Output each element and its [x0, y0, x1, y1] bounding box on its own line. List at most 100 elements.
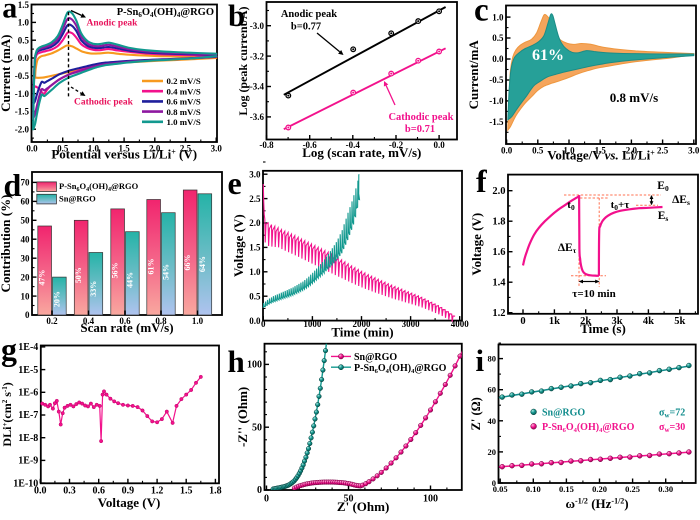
svg-text:0.0: 0.0	[18, 53, 30, 63]
svg-text:Contribution (%): Contribution (%)	[0, 195, 13, 293]
svg-text:10: 10	[21, 291, 31, 301]
svg-text:0.5: 0.5	[492, 33, 504, 43]
svg-text:ΔEs: ΔEs	[672, 194, 690, 207]
svg-text:0.5: 0.5	[57, 144, 69, 154]
svg-text:-3.2: -3.2	[250, 51, 265, 61]
svg-text:0.6: 0.6	[119, 316, 131, 326]
svg-text:0.2: 0.2	[46, 316, 58, 326]
svg-text:50: 50	[21, 216, 31, 226]
svg-text:E0: E0	[657, 180, 669, 193]
svg-text:1.5: 1.5	[180, 485, 193, 496]
svg-text:2.0: 2.0	[626, 146, 638, 156]
svg-text:-Z'' (Ohm): -Z'' (Ohm)	[235, 387, 250, 447]
svg-text:Anodic peak: Anodic peak	[87, 19, 139, 29]
svg-text:0.10: 0.10	[526, 484, 541, 494]
svg-text:60: 60	[488, 385, 497, 395]
svg-text:b=0.77: b=0.77	[291, 22, 321, 33]
svg-text:σw=72: σw=72	[659, 408, 685, 420]
svg-text:b=0.71: b=0.71	[405, 124, 435, 135]
svg-text:-1.0: -1.0	[489, 96, 504, 106]
svg-text:3000: 3000	[402, 319, 421, 329]
svg-text:1.0: 1.0	[249, 267, 261, 277]
svg-text:4k: 4k	[643, 316, 654, 327]
svg-text:τ=10 min: τ=10 min	[572, 288, 615, 300]
svg-text:-0.4: -0.4	[346, 140, 361, 150]
svg-text:0.4: 0.4	[83, 316, 95, 326]
svg-text:Potential versus Li/Li+ (V): Potential versus Li/Li+ (V)	[51, 147, 197, 162]
svg-text:-0.5: -0.5	[15, 71, 30, 81]
svg-text:0: 0	[492, 478, 496, 488]
svg-text:40: 40	[21, 234, 31, 244]
svg-text:-3.4: -3.4	[250, 82, 265, 92]
svg-text:0.9: 0.9	[122, 485, 135, 496]
svg-text:b: b	[228, 0, 245, 33]
svg-text:3.0: 3.0	[688, 146, 700, 156]
svg-text:-0.8: -0.8	[259, 140, 274, 150]
svg-text:Time (s): Time (s)	[580, 321, 626, 336]
svg-text:f: f	[476, 163, 487, 199]
svg-text:Voltage (V): Voltage (V)	[469, 213, 484, 276]
svg-text:Sn@RGO: Sn@RGO	[59, 194, 96, 204]
svg-text:1.8: 1.8	[492, 216, 505, 227]
svg-text:100: 100	[247, 360, 262, 371]
svg-text:1.2: 1.2	[151, 485, 164, 496]
svg-text:0.0: 0.0	[492, 54, 504, 64]
svg-text:20%: 20%	[52, 291, 61, 307]
svg-text:e: e	[228, 165, 242, 201]
svg-text:0: 0	[264, 494, 269, 505]
svg-text:47%: 47%	[38, 270, 47, 286]
svg-text:40: 40	[488, 416, 497, 426]
svg-text:Voltage (V): Voltage (V)	[231, 214, 246, 277]
svg-text:Cathodic peak: Cathodic peak	[388, 112, 453, 123]
svg-text:1.0: 1.0	[563, 146, 575, 156]
svg-text:0.05: 0.05	[493, 484, 508, 494]
svg-text:a: a	[2, 0, 17, 24]
svg-text:61%: 61%	[532, 47, 564, 64]
svg-text:1.5: 1.5	[18, 0, 30, 10]
svg-text:4000: 4000	[451, 319, 470, 329]
svg-text:80: 80	[488, 354, 497, 364]
svg-text:1k: 1k	[549, 316, 560, 327]
svg-text:Current (mA): Current (mA)	[0, 35, 13, 112]
svg-text:P-Sn6O4(OH)4@RGO: P-Sn6O4(OH)4@RGO	[117, 7, 214, 19]
svg-text:0.0: 0.0	[249, 316, 261, 326]
svg-text:61%: 61%	[147, 259, 156, 275]
svg-text:Sn@RGO: Sn@RGO	[354, 352, 397, 363]
svg-text:i: i	[476, 343, 485, 378]
svg-text:0.4 mV/S: 0.4 mV/S	[167, 86, 201, 96]
svg-text:1E-5: 1E-5	[18, 365, 38, 376]
svg-text:ΔEτ: ΔEτ	[558, 242, 577, 255]
svg-text:0.3: 0.3	[63, 485, 76, 496]
svg-text:1E-4: 1E-4	[18, 342, 38, 353]
svg-text:2.0: 2.0	[149, 144, 161, 154]
svg-text:0.2 mV/S: 0.2 mV/S	[167, 76, 201, 86]
svg-text:0.0: 0.0	[26, 144, 38, 154]
svg-text:1E-10: 1E-10	[13, 478, 38, 489]
svg-text:33%: 33%	[89, 281, 98, 297]
svg-text:50%: 50%	[74, 267, 83, 283]
svg-text:h: h	[228, 344, 245, 379]
svg-text:1.0: 1.0	[18, 18, 30, 28]
svg-text:2k: 2k	[580, 316, 591, 327]
svg-text:0.8 mV/s: 0.8 mV/s	[610, 90, 658, 105]
svg-text:54%: 54%	[161, 264, 170, 280]
svg-text:-0.5: -0.5	[489, 75, 504, 85]
svg-text:60: 60	[21, 197, 31, 207]
svg-text:1000: 1000	[303, 319, 322, 329]
svg-text:Voltage/V vs. Li/Li+: Voltage/V vs. Li/Li+	[547, 148, 655, 163]
svg-text:-2.0: -2.0	[15, 124, 30, 134]
svg-text:Es: Es	[658, 210, 669, 223]
svg-text:0.8 mV/S: 0.8 mV/S	[167, 107, 201, 117]
svg-text:1.5: 1.5	[249, 243, 261, 253]
svg-text:-0.6: -0.6	[303, 140, 318, 150]
svg-text:3.0: 3.0	[211, 144, 223, 154]
svg-text:0: 0	[520, 316, 525, 327]
svg-text:1.0 mV/S: 1.0 mV/S	[167, 117, 201, 127]
svg-text:0.0: 0.0	[433, 140, 445, 150]
svg-text:100: 100	[423, 494, 438, 505]
svg-text:0.0: 0.0	[34, 485, 47, 496]
svg-text:Scan rate (mV/s): Scan rate (mV/s)	[80, 320, 173, 335]
svg-text:3k: 3k	[611, 316, 622, 327]
svg-text:2.5: 2.5	[249, 194, 261, 204]
svg-text:t0: t0	[567, 199, 575, 212]
